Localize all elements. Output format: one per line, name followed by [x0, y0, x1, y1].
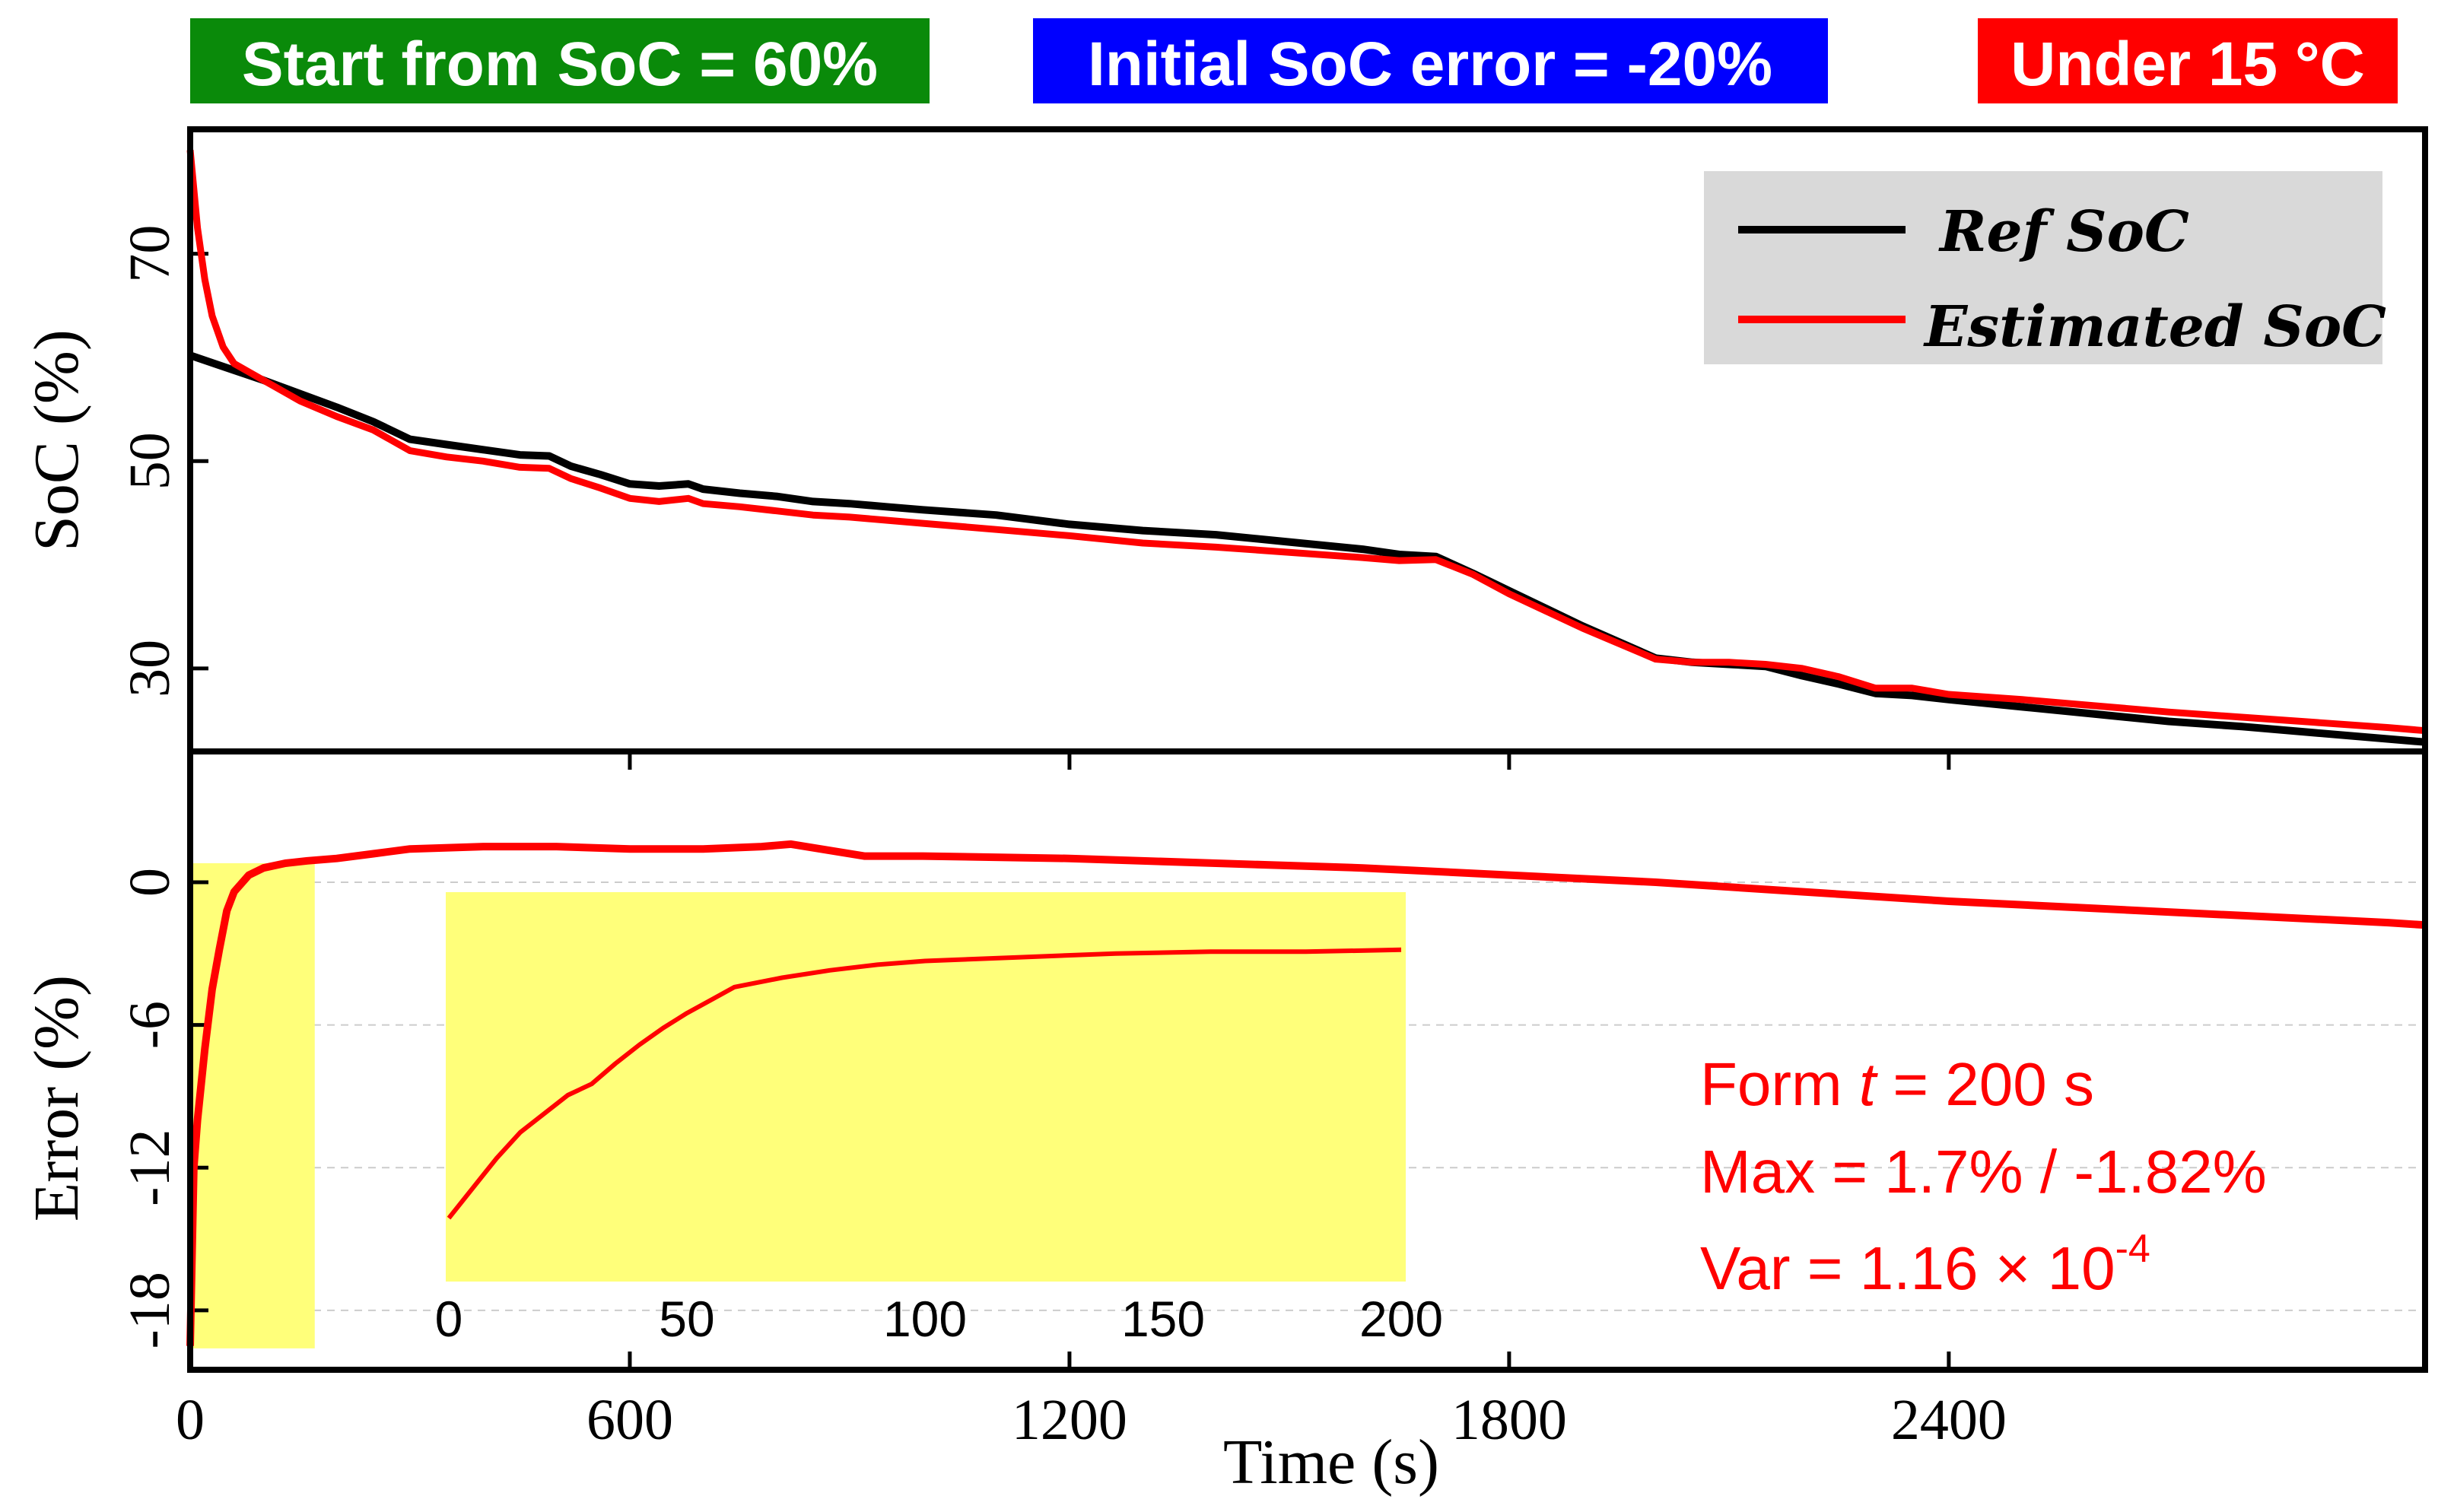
x-axis-label: Time (s) — [1223, 1427, 1439, 1498]
error-panel-frame — [187, 748, 2428, 1373]
inset-x-tick-label: 0 — [435, 1291, 463, 1347]
error-panel: 0 -6 -12 -18 0 600 1200 1800 2400 Error (%) Tim… — [21, 748, 2428, 1498]
badge-initial-error-bg — [1033, 18, 1828, 103]
badge-start-soc-bg — [190, 18, 930, 103]
inset-x-tick-label: 150 — [1121, 1291, 1205, 1347]
legend-box — [1704, 171, 2382, 364]
error-y-tick-label: -18 — [118, 1272, 182, 1348]
inset-x-tick-label: 200 — [1359, 1291, 1443, 1347]
time-x-tick-label: 2400 — [1891, 1388, 2007, 1452]
error-y-tick-label: -12 — [118, 1129, 182, 1206]
time-x-tick-label: 1800 — [1451, 1388, 1567, 1452]
badge-start-soc: Start from SoC = 60% — [242, 30, 878, 99]
error-y-ticks: 0 -6 -12 -18 — [118, 868, 208, 1348]
soc-y-axis-label: SoC (%) — [21, 329, 92, 551]
stats-max: Max = 1.7% / -1.82% — [1700, 1138, 2267, 1205]
stats-start-time: Form t = 200 s — [1700, 1050, 2094, 1118]
soc-panel: 30 50 70 SoC (%) Ref SoC Estimated SoC — [21, 126, 2428, 754]
inset-chart: 0 50 100 150 200 — [435, 892, 1443, 1347]
inset-x-tick-label: 50 — [659, 1291, 714, 1347]
time-x-tick-label: 600 — [586, 1388, 673, 1452]
soc-y-tick-label: 30 — [118, 640, 182, 697]
error-stats: Form t = 200 s Max = 1.7% / -1.82% Var =… — [1700, 1050, 2267, 1302]
highlight-region — [190, 862, 315, 1348]
legend: Ref SoC Estimated SoC — [1704, 171, 2386, 364]
inset-error-line — [447, 947, 1402, 1220]
inset-x-ticks: 0 50 100 150 200 — [435, 1291, 1443, 1347]
stats-variance: Var = 1.16 × 10-4 — [1700, 1227, 2150, 1302]
error-y-axis-label: Error (%) — [21, 975, 92, 1221]
time-x-ticks: 0 600 1200 1800 2400 — [176, 751, 2007, 1452]
ref-soc-line — [189, 351, 2426, 746]
soc-y-tick-label: 50 — [118, 432, 182, 490]
time-x-tick-label: 1200 — [1012, 1388, 1127, 1452]
soc-y-tick-label: 70 — [118, 225, 182, 283]
error-line — [186, 840, 2426, 1346]
soc-y-ticks: 30 50 70 — [118, 225, 208, 697]
inset-x-tick-label: 100 — [883, 1291, 967, 1347]
legend-ref-label: Ref SoC — [1938, 199, 2189, 265]
time-x-tick-label: 0 — [176, 1388, 205, 1452]
badge-temperature: Under 15 °C — [2010, 30, 2365, 99]
legend-est-label: Estimated SoC — [1923, 294, 2386, 360]
badge-temperature-bg — [1978, 18, 2398, 103]
inset-background — [446, 892, 1406, 1282]
error-y-tick-label: -6 — [118, 1001, 182, 1049]
badge-initial-error: Initial SoC error = -20% — [1088, 30, 1772, 99]
estimated-soc-line — [186, 149, 2426, 735]
error-y-tick-label: 0 — [118, 868, 182, 897]
